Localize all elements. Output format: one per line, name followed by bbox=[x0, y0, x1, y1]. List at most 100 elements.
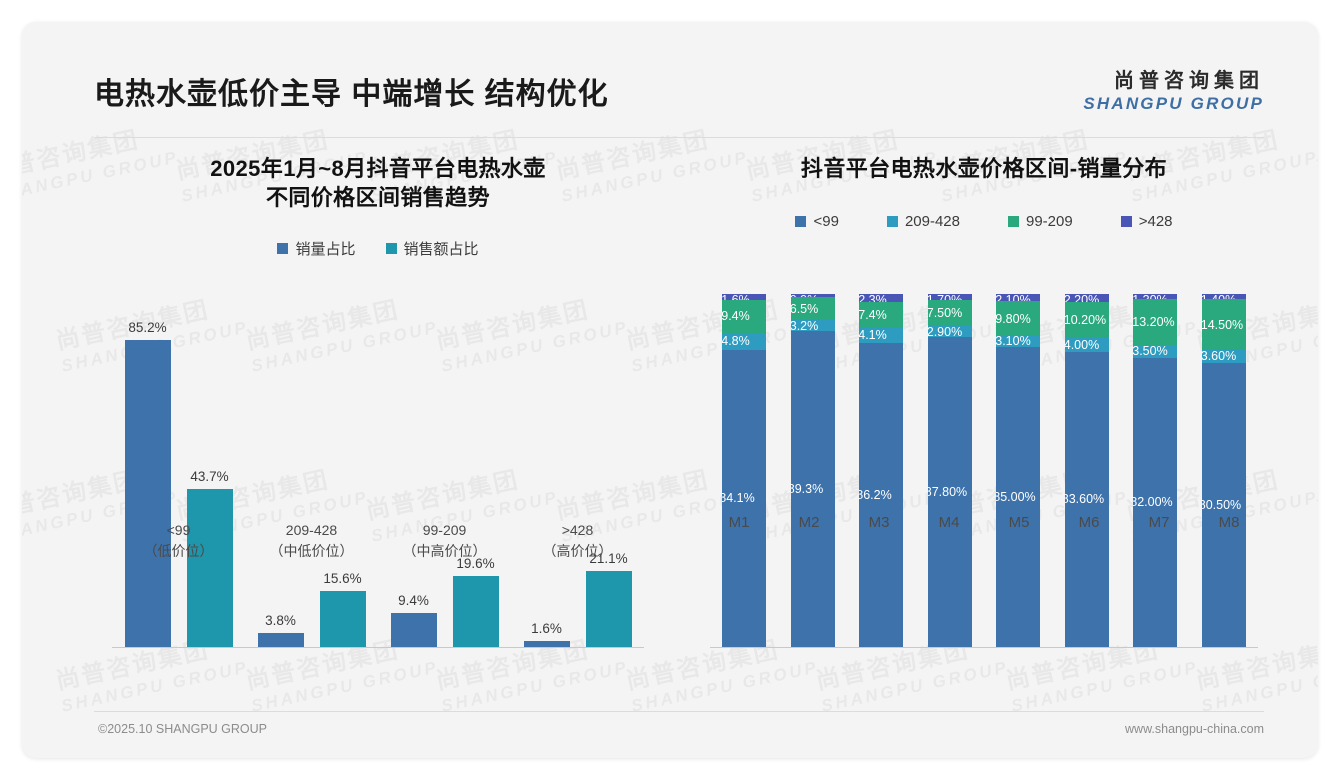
bar-column[interactable]: 21.1% bbox=[585, 288, 632, 647]
stack-segment[interactable]: 7.4% bbox=[859, 302, 904, 329]
x-axis-tick-label: 99-209 （中高价位） bbox=[378, 520, 511, 562]
stack-segment[interactable]: 85.00% bbox=[996, 346, 1041, 647]
bar-column[interactable]: 3.8% bbox=[257, 288, 304, 647]
bar-rect[interactable] bbox=[452, 576, 499, 647]
left-chart-bar-groups: 85.2% 43.7% 3.8% 15.6% 9.4% 19.6% 1.6% 21.1% bbox=[112, 288, 644, 647]
stack-segment[interactable]: 83.60% bbox=[1064, 351, 1109, 647]
stacked-bar-column[interactable]: 1.70%7.50%2.90%87.80% bbox=[916, 294, 985, 647]
stack-segment-label: 89.3% bbox=[790, 482, 824, 496]
legend-swatch-icon bbox=[385, 243, 397, 255]
stack-segment-label: 10.20% bbox=[1064, 312, 1107, 327]
bar-rect[interactable] bbox=[585, 570, 632, 647]
stack-segment[interactable]: 2.20% bbox=[1064, 294, 1109, 307]
legend-item-3[interactable]: >428 bbox=[1120, 213, 1173, 230]
stack-segment-label: 83.60% bbox=[1064, 492, 1105, 507]
bar-rect[interactable] bbox=[319, 590, 366, 647]
stacked-bar-column[interactable]: 1.6%9.4%4.8%84.1% bbox=[710, 294, 779, 647]
x-axis-tick-label: M3 bbox=[868, 514, 890, 531]
stack-segment-label: 14.50% bbox=[1201, 317, 1244, 332]
legend-item-1[interactable]: 销售额占比 bbox=[385, 238, 479, 259]
x-axis-tick-label: M1 bbox=[728, 514, 750, 531]
stack-segment[interactable]: 86.2% bbox=[859, 342, 904, 647]
bar-value-label: 15.6% bbox=[323, 570, 362, 586]
legend-item-1[interactable]: 209-428 bbox=[886, 213, 960, 231]
legend-item-label: 209-428 bbox=[904, 213, 960, 231]
stack-segment[interactable]: 3.10% bbox=[996, 334, 1041, 348]
bar-rect[interactable] bbox=[124, 339, 171, 647]
stacked-bar-column[interactable]: 2.3% 7.4% 4.1% 86.2% bbox=[847, 294, 916, 647]
stack-segment[interactable]: 2.10% bbox=[996, 294, 1041, 307]
stack-segment[interactable]: 4.8% bbox=[722, 332, 767, 350]
bar-column[interactable]: 15.6% bbox=[319, 288, 366, 647]
stack-segment[interactable]: 84.1% bbox=[722, 349, 767, 647]
bar-value-label: 3.8% bbox=[265, 613, 296, 629]
bar-group: 85.2% 43.7% bbox=[112, 288, 245, 647]
stack-segment[interactable]: 13.20% bbox=[1133, 298, 1178, 346]
legend-item-label: 销售额占比 bbox=[403, 241, 479, 259]
legend-swatch-icon bbox=[795, 216, 807, 228]
stack-segment[interactable]: 89.3% bbox=[790, 331, 835, 647]
stacked-bar-column[interactable]: 2.20% 10.20% 4.00% 83.60% bbox=[1053, 294, 1122, 647]
stack-segment[interactable]: 3.2% bbox=[790, 319, 835, 333]
stacked-bar[interactable]: 1.30%13.20%3.50%82.00% bbox=[1133, 294, 1178, 647]
stacked-bar-column[interactable]: 0.9%6.5%3.2%89.3% bbox=[779, 294, 848, 647]
legend-item-0[interactable]: 销量占比 bbox=[277, 238, 356, 259]
stack-segment[interactable]: 6.5% bbox=[790, 297, 835, 321]
x-tick-secondary: （高价位） bbox=[542, 543, 613, 559]
stacked-bar[interactable]: 2.3% 7.4% 4.1% 86.2% bbox=[859, 294, 904, 647]
stack-segment[interactable]: 82.00% bbox=[1133, 357, 1178, 647]
stack-segment-label: 4.1% bbox=[859, 328, 887, 343]
bar-group: 3.8% 15.6% bbox=[245, 288, 378, 647]
legend-item-0[interactable]: <99 bbox=[795, 213, 839, 230]
right-chart-plot: 1.6%9.4%4.8%84.1%0.9%6.5%3.2%89.3%2.3%7.… bbox=[700, 294, 1268, 648]
stacked-bar[interactable]: 2.10% 9.80% 3.10% 85.00% bbox=[996, 294, 1041, 647]
stack-segment[interactable]: 87.80% bbox=[927, 336, 972, 647]
stack-segment-label: 82.00% bbox=[1133, 495, 1173, 510]
x-axis-tick-label: 209-428 （中低价位） bbox=[245, 520, 378, 562]
x-axis-tick-label: M8 bbox=[1218, 514, 1240, 531]
stack-segment[interactable]: 4.00% bbox=[1064, 337, 1109, 352]
stack-segment[interactable]: 3.50% bbox=[1133, 344, 1178, 358]
bar-column[interactable]: 9.4% bbox=[390, 288, 437, 647]
page-title: 电热水壶低价主导 中端增长 结构优化 bbox=[94, 78, 609, 111]
right-chart-x-axis-line bbox=[710, 647, 1258, 648]
footer-divider bbox=[94, 711, 1264, 712]
stacked-bar[interactable]: 1.70%7.50%2.90%87.80% bbox=[927, 294, 972, 647]
stack-segment[interactable]: 80.50% bbox=[1201, 362, 1246, 647]
stack-segment-label: 3.60% bbox=[1201, 349, 1237, 364]
legend-swatch-icon bbox=[1120, 216, 1132, 228]
right-chart-title: 抖音平台电热水壶价格区间-销量分布 bbox=[800, 156, 1168, 181]
stack-segment[interactable]: 7.50% bbox=[927, 300, 972, 327]
stack-segment[interactable]: 10.20% bbox=[1064, 301, 1109, 338]
x-tick-secondary: （中高价位） bbox=[402, 543, 487, 559]
legend-item-2[interactable]: 99-209 bbox=[1008, 213, 1073, 230]
bar-column[interactable]: 19.6% bbox=[452, 288, 499, 647]
bar-column[interactable]: 43.7% bbox=[186, 288, 233, 647]
x-axis-tick-label: <99 （低价位） bbox=[112, 520, 245, 562]
stacked-bar[interactable]: 2.20% 10.20% 4.00% 83.60% bbox=[1064, 294, 1109, 647]
bar-rect[interactable] bbox=[390, 613, 437, 647]
stacked-bar[interactable]: 0.9%6.5%3.2%89.3% bbox=[790, 294, 835, 647]
x-axis-tick-label: M4 bbox=[938, 514, 960, 531]
stacked-bar-column[interactable]: 1.30%13.20%3.50%82.00% bbox=[1121, 294, 1190, 647]
stack-segment[interactable]: 2.90% bbox=[927, 325, 972, 339]
stack-segment[interactable]: 3.60% bbox=[1201, 349, 1246, 364]
stack-segment[interactable]: 2.3% bbox=[859, 294, 904, 307]
bar-column[interactable]: 85.2% bbox=[124, 288, 171, 647]
footer-copyright: ©2025.10 SHANGPU GROUP bbox=[98, 722, 267, 736]
stack-segment[interactable]: 14.50% bbox=[1201, 298, 1246, 351]
x-tick-primary: 209-428 bbox=[285, 522, 338, 538]
right-chart-legend: <99 209-428 99-209 >428 bbox=[694, 213, 1274, 230]
stacked-bar-column[interactable]: 1.40%14.50%3.60%80.50% bbox=[1190, 294, 1259, 647]
bar-rect[interactable] bbox=[186, 489, 233, 647]
stacked-bar-column[interactable]: 2.10% 9.80% 3.10% 85.00% bbox=[984, 294, 1053, 647]
stacked-bar[interactable]: 1.40%14.50%3.60%80.50% bbox=[1201, 294, 1246, 647]
bar-column[interactable]: 1.6% bbox=[523, 288, 570, 647]
stack-segment[interactable]: 9.80% bbox=[996, 301, 1041, 336]
stack-segment[interactable]: 9.4% bbox=[722, 299, 767, 333]
bar-rect[interactable] bbox=[523, 641, 570, 647]
stack-segment[interactable]: 4.1% bbox=[859, 328, 904, 343]
stacked-bar[interactable]: 1.6%9.4%4.8%84.1% bbox=[722, 294, 767, 647]
bar-rect[interactable] bbox=[257, 633, 304, 647]
